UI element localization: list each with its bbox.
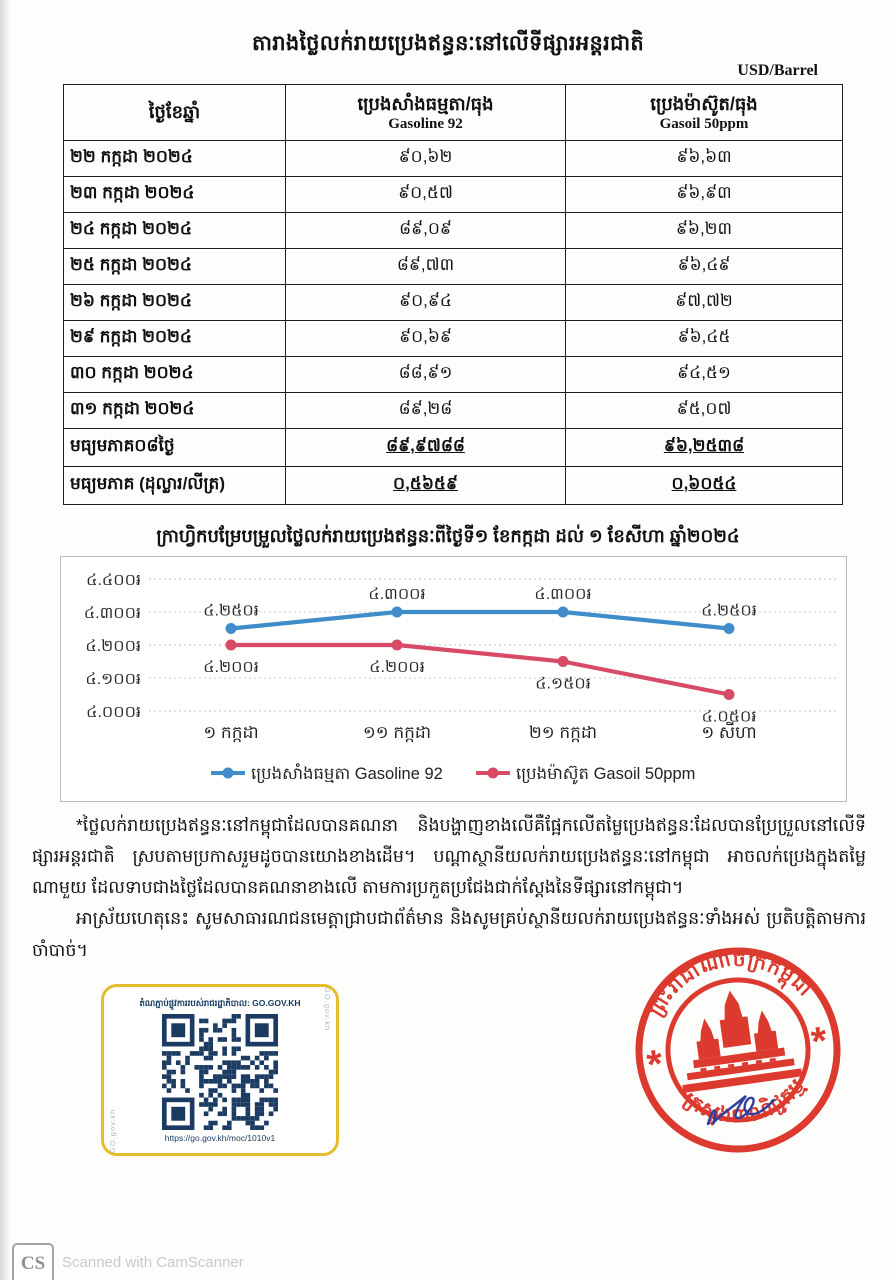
header-date-label: ថ្ងៃខែឆ្នាំ bbox=[148, 102, 201, 123]
summary-gasoline: ០,៥៦៥៩ bbox=[285, 466, 566, 505]
row-gasoil: ៩៦,៩៣ bbox=[565, 176, 843, 213]
table-header-row: ថ្ងៃខែឆ្នាំ ប្រេងសាំងធម្មតា/ធុង Gasoline… bbox=[63, 84, 843, 141]
summary-label: មធ្យមភាគ០៨ថ្ងៃ bbox=[63, 428, 286, 467]
line-chart: ៤.០០០៛ ៤.១០០៛ ៤.២០០៛ ៤.៣០០៛ ៤.៤០០៛១ កក្កដា ១១… bbox=[60, 556, 847, 802]
y-tick-label: ៤.០០០៛ bbox=[86, 704, 141, 721]
table-summary-row: មធ្យមភាគ (ដុល្លារ/លីត្រ) ០,៥៦៥៩ ០,៦០៥៤ bbox=[63, 466, 843, 505]
table-row: ៣០ កក្កដា ២០២៤ ៨៨,៩១ ៩៤,៥១ bbox=[63, 356, 843, 393]
data-point-label: ៤.២០០៛ bbox=[203, 659, 259, 676]
row-gasoline: ៩០,៦២ bbox=[285, 140, 566, 177]
y-tick-label: ៤.១០០៛ bbox=[85, 671, 141, 688]
x-tick-label: ១ កក្កដា bbox=[203, 723, 258, 743]
row-date: ២២ កក្កដា ២០២៤ bbox=[63, 140, 286, 177]
summary-gasoil: ៩៦,២៥៣៨ bbox=[565, 428, 843, 467]
header-gasoline-kh: ប្រេងសាំងធម្មតា/ធុង bbox=[357, 94, 494, 114]
table-row: ២៦ កក្កដា ២០២៤ ៩០,៩៤ ៩៧,៧២ bbox=[63, 284, 843, 321]
row-gasoline: ៩០,៥៧ bbox=[285, 176, 566, 213]
row-date: ៣១ កក្កដា ២០២៤ bbox=[63, 392, 286, 429]
footnote-text: *ថ្លៃលក់រាយប្រេងឥន្ធនៈនៅកម្ពុជាដែលបានគណន… bbox=[32, 810, 866, 966]
summary-label: មធ្យមភាគ (ដុល្លារ/លីត្រ) bbox=[63, 466, 286, 505]
camscanner-watermark-text: Scanned with CamScanner bbox=[62, 1254, 244, 1271]
data-point-label: ៤.០៥០៛ bbox=[702, 709, 757, 726]
data-point-label: ៤.៣០០៛ bbox=[368, 586, 425, 603]
stamp-inner-ring bbox=[665, 977, 811, 1123]
table-summary-row: មធ្យមភាគ០៨ថ្ងៃ ៨៩,៩៧៨៨ ៩៦,២៥៣៨ bbox=[63, 428, 843, 467]
x-tick-label: ២១ កក្កដា bbox=[529, 723, 597, 743]
qr-url-text: https://go.gov.kh/moc/1010v1 bbox=[164, 1132, 276, 1143]
qr-code-icon bbox=[162, 1013, 278, 1130]
data-point-label: ៤.២០០៛ bbox=[369, 659, 425, 676]
row-gasoil: ៩៦,៤៥ bbox=[565, 320, 843, 357]
row-gasoline: ៨៨,៩១ bbox=[285, 356, 566, 393]
row-gasoil: ៩៥,០៧ bbox=[565, 392, 843, 429]
summary-gasoline: ៨៩,៩៧៨៨ bbox=[285, 428, 566, 467]
signature-ink bbox=[688, 1086, 784, 1139]
row-gasoil: ៩៦,៦៣ bbox=[565, 140, 843, 177]
table-row: ២៥ កក្កដា ២០២៤ ៨៩,៧៣ ៩៦,៤៩ bbox=[63, 248, 843, 285]
row-date: ២៤ កក្កដា ២០២៤ bbox=[63, 212, 286, 249]
row-gasoline: ៩០,៦៩ bbox=[285, 320, 566, 357]
row-gasoil: ៩៦,៤៩ bbox=[565, 248, 843, 285]
table-row: ២៣ កក្កដា ២០២៤ ៩០,៥៧ ៩៦,៩៣ bbox=[63, 176, 843, 213]
legend-label: ប្រេងសាំងធម្មតា Gasoline 92 bbox=[251, 763, 443, 784]
row-gasoline: ៨៩,២៨ bbox=[285, 392, 566, 429]
camscanner-logo-text: CS bbox=[20, 1253, 46, 1274]
qr-inner: តំណភ្ជាប់ផ្លូវការរបស់រាជរដ្ឋាភិបាល: GO.G… bbox=[139, 998, 300, 1143]
y-tick-label: ៤.៣០០៛ bbox=[84, 605, 141, 622]
row-date: ២៩ កក្កដា ២០២៤ bbox=[63, 320, 286, 357]
row-gasoil: ៩៦,២៣ bbox=[565, 212, 843, 249]
row-date: ២៥ កក្កដា ២០២៤ bbox=[63, 248, 286, 285]
unit-label: USD/Barrel bbox=[737, 62, 818, 79]
page-title: តារាងថ្លៃលក់រាយប្រេងឥន្ធនៈនៅលើទីផ្សារអន្… bbox=[251, 32, 645, 55]
x-tick-label: ១១ កក្កដា bbox=[363, 723, 431, 743]
fuel-price-table: ថ្ងៃខែឆ្នាំ ប្រេងសាំងធម្មតា/ធុង Gasoline… bbox=[63, 84, 843, 505]
chart-canvas: ៤.០០០៛ ៤.១០០៛ ៤.២០០៛ ៤.៣០០៛ ៤.៤០០៛១ កក្កដា ១១… bbox=[84, 572, 836, 785]
header-gasoline: ប្រេងសាំងធម្មតា/ធុង Gasoline 92 bbox=[285, 84, 566, 141]
data-point-label: ៤.៣០០៛ bbox=[534, 586, 591, 603]
stamp-star-right: * bbox=[809, 1019, 831, 1065]
angkor-wat-icon bbox=[682, 990, 803, 1094]
header-gasoline-en: Gasoline 92 bbox=[388, 115, 463, 132]
x-tick-label: ១ សីហា bbox=[701, 721, 756, 742]
summary-gasoil: ០,៦០៥៤ bbox=[565, 466, 843, 505]
footnote-paragraph-2: អាស្រ័យហេតុនេះ សូមសាធារណជនមេត្តាជ្រាបជាព… bbox=[32, 908, 866, 960]
stamp-outer-ring bbox=[635, 947, 841, 1153]
qr-side-text-left: GO.gov.kh bbox=[108, 1108, 117, 1153]
row-gasoline: ៨៩,០៩ bbox=[285, 212, 566, 249]
row-date: ៣០ កក្កដា ២០២៤ bbox=[63, 356, 286, 393]
row-gasoil: ៩៤,៥១ bbox=[565, 356, 843, 393]
table-row: ២២ កក្កដា ២០២៤ ៩០,៦២ ៩៦,៦៣ bbox=[63, 140, 843, 177]
row-gasoil: ៩៧,៧២ bbox=[565, 284, 843, 321]
header-gasoil: ប្រេងម៉ាស៊ូត/ធុង Gasoil 50ppm bbox=[565, 84, 843, 141]
stamp-star-left: * bbox=[644, 1042, 666, 1088]
footnote-paragraph-1: *ថ្លៃលក់រាយប្រេងឥន្ធនៈនៅកម្ពុជាដែលបានគណន… bbox=[32, 815, 866, 898]
row-date: ២៦ កក្កដា ២០២៤ bbox=[63, 284, 286, 321]
table-row: ៣១ កក្កដា ២០២៤ ៨៩,២៨ ៩៥,០៧ bbox=[63, 392, 843, 429]
chart-title: ក្រាហ្វិកបម្រែបម្រួលថ្លៃលក់រាយប្រេងឥន្ធន… bbox=[156, 526, 740, 546]
qr-side-text-right: GO.gov.kh bbox=[323, 987, 332, 1032]
data-point-label: ៤.២៥០៛ bbox=[203, 603, 259, 620]
header-gasoil-en: Gasoil 50ppm bbox=[659, 115, 749, 132]
qr-header-text: តំណភ្ជាប់ផ្លូវការរបស់រាជរដ្ឋាភិបាល: GO.G… bbox=[139, 997, 301, 1008]
header-date: ថ្ងៃខែឆ្នាំ bbox=[63, 84, 286, 141]
legend-label: ប្រេងម៉ាស៊ូត Gasoil 50ppm bbox=[516, 763, 695, 785]
y-tick-label: ៤.៤០០៛ bbox=[86, 572, 141, 589]
row-gasoline: ៩០,៩៤ bbox=[285, 284, 566, 321]
y-tick-label: ៤.២០០៛ bbox=[85, 638, 141, 655]
table-row: ២៤ កក្កដា ២០២៤ ៨៩,០៩ ៩៦,២៣ bbox=[63, 212, 843, 249]
qr-code-block: GO.gov.kh GO.gov.kh តំណភ្ជាប់ផ្លូវការរបស… bbox=[101, 984, 339, 1156]
scan-edge-shadow bbox=[0, 0, 10, 1280]
camscanner-logo-icon: CS bbox=[12, 1243, 54, 1280]
data-point-label: ៤.២៥០៛ bbox=[701, 603, 757, 620]
table-row: ២៩ កក្កដា ២០២៤ ៩០,៦៩ ៩៦,៤៥ bbox=[63, 320, 843, 357]
header-gasoil-kh: ប្រេងម៉ាស៊ូត/ធុង bbox=[650, 94, 758, 114]
ministry-stamp: ព្រះរាជាណាចក្រកម្ពុជា ក្រសួងពាណិជ្ជកម្ម … bbox=[612, 937, 864, 1179]
row-date: ២៣ កក្កដា ២០២៤ bbox=[63, 176, 286, 213]
data-point-label: ៤.១៥០៛ bbox=[535, 676, 591, 693]
row-gasoline: ៨៩,៧៣ bbox=[285, 248, 566, 285]
